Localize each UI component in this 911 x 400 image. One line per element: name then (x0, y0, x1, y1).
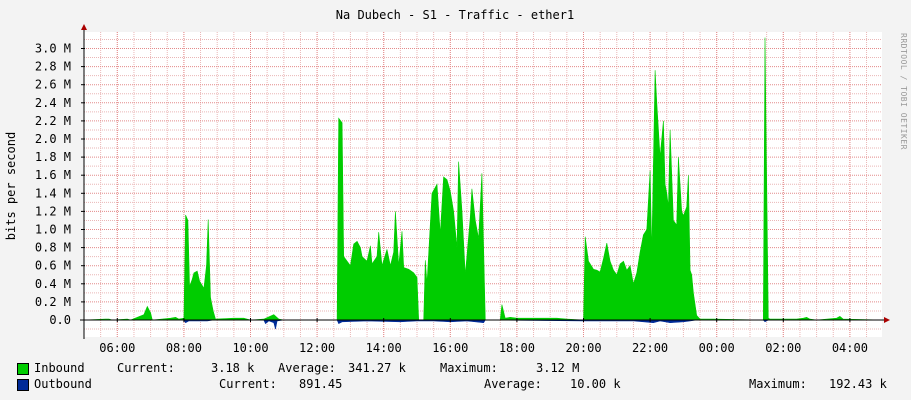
y-axis-arrow (81, 24, 87, 30)
inbound-swatch (17, 363, 29, 375)
y-tick-label: 1.6 M (35, 168, 71, 182)
x-axis-arrow (884, 317, 890, 323)
inbound-maximum-value: 3.12 M (536, 361, 580, 375)
y-tick-label: 2.6 M (35, 78, 71, 92)
y-tick-label: 2.4 M (35, 96, 71, 110)
x-tick-label: 02:00 (765, 341, 801, 355)
x-tick-label: 20:00 (565, 341, 601, 355)
inbound-name: Inbound (34, 361, 85, 375)
inbound-average-value: 341.27 k (348, 361, 406, 375)
chart-title: Na Dubech - S1 - Traffic - ether1 (336, 8, 574, 22)
x-tick-label: 12:00 (299, 341, 335, 355)
outbound-current-value: 891.45 (299, 377, 343, 391)
inbound-current-value: 3.18 k (211, 361, 255, 375)
y-tick-label: 1.0 M (35, 223, 71, 237)
x-tick-label: 06:00 (99, 341, 135, 355)
x-tick-label: 18:00 (499, 341, 535, 355)
outbound-name: Outbound (34, 377, 92, 391)
y-tick-label: 1.2 M (35, 204, 71, 218)
legend-outbound-row: Outbound Current: 891.45 Average: 10.00 … (0, 377, 911, 392)
series-inbound-area (83, 37, 884, 321)
outbound-average-value: 10.00 k (570, 377, 621, 391)
y-tick-label: 1.4 M (35, 186, 71, 200)
inbound-average-label: Average: (278, 361, 336, 375)
y-tick-label: 2.0 M (35, 132, 71, 146)
inbound-maximum-label: Maximum: (440, 361, 498, 375)
y-tick-label: 2.2 M (35, 114, 71, 128)
x-tick-label: 14:00 (366, 341, 402, 355)
x-tick-label: 04:00 (832, 341, 868, 355)
legend-inbound-row: Inbound Current: 3.18 k Average: 341.27 … (0, 361, 911, 376)
y-tick-label: 0.8 M (35, 241, 71, 255)
outbound-average-label: Average: (484, 377, 542, 391)
outbound-swatch (17, 379, 29, 391)
y-tick-labels: 0.0 0.2 M 0.4 M 0.6 M 0.8 M 1.0 M 1.2 M 1.4 M 1.… (35, 42, 85, 327)
x-tick-label: 10:00 (232, 341, 268, 355)
y-tick-label: 0.0 (49, 313, 71, 327)
y-tick-label: 0.2 M (35, 295, 71, 309)
outbound-maximum-label: Maximum: (749, 377, 807, 391)
outbound-current-label: Current: (219, 377, 277, 391)
x-tick-labels: 06:00 08:00 10:00 12:00 14:00 16:00 18:00 20:00… (99, 318, 868, 355)
y-tick-label: 0.4 M (35, 277, 71, 291)
y-tick-label: 0.6 M (35, 259, 71, 273)
y-tick-label: 3.0 M (35, 42, 71, 56)
y-tick-label: 2.8 M (35, 60, 71, 74)
x-tick-label: 00:00 (699, 341, 735, 355)
rrdtool-watermark: RRDTOOL / TOBI OETIKER (899, 33, 908, 150)
inbound-current-label: Current: (117, 361, 175, 375)
x-tick-label: 16:00 (432, 341, 468, 355)
x-tick-label: 22:00 (632, 341, 668, 355)
axes (80, 24, 890, 339)
x-tick-label: 08:00 (166, 341, 202, 355)
y-axis-label: bits per second (4, 132, 18, 240)
y-tick-label: 1.8 M (35, 150, 71, 164)
outbound-maximum-value: 192.43 k (829, 377, 887, 391)
